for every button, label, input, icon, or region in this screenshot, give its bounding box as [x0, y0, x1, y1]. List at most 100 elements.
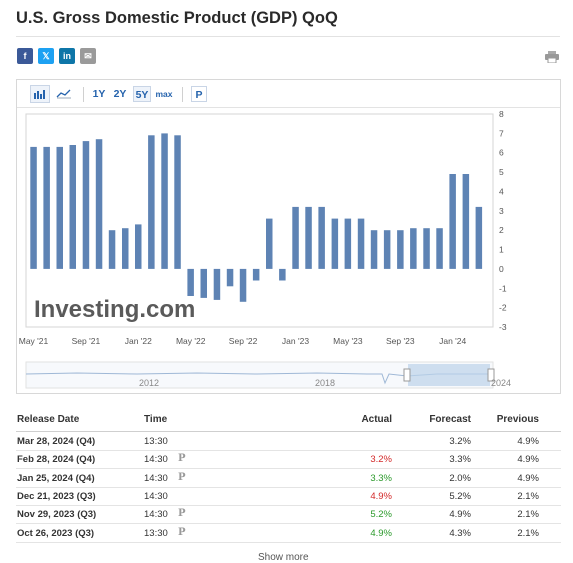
- gdp-bar[interactable]: [252, 268, 260, 281]
- show-more-link[interactable]: Show more: [258, 552, 309, 563]
- previous-cell: 4.9%: [517, 472, 539, 484]
- gdp-bar[interactable]: [30, 146, 37, 269]
- table-row: Dec 21, 2023 (Q3) 14:30 4.9% 5.2% 2.1%: [16, 487, 561, 506]
- time-cell: 14:30: [144, 454, 168, 466]
- table-header: Release Date Time Actual Forecast Previo…: [16, 411, 561, 432]
- gdp-bar[interactable]: [174, 135, 181, 269]
- gdp-bar[interactable]: [318, 206, 325, 269]
- gdp-bar[interactable]: [82, 141, 90, 269]
- previous-cell: 2.1%: [517, 509, 539, 521]
- x-tick-label: Jan '23: [282, 336, 309, 346]
- linkedin-share-button[interactable]: in: [59, 48, 75, 64]
- gdp-bar[interactable]: [239, 268, 247, 302]
- gdp-bar[interactable]: [410, 228, 417, 269]
- preliminary-release-icon[interactable]: P: [178, 453, 186, 465]
- x-tick-label: May '23: [333, 336, 363, 346]
- gdp-bar[interactable]: [200, 268, 208, 298]
- gdp-bar[interactable]: [370, 230, 378, 269]
- time-cell: 13:30: [144, 436, 168, 447]
- investing-watermark: Investing.com: [34, 296, 195, 323]
- y-tick-label: 8: [499, 109, 504, 119]
- gdp-bar[interactable]: [95, 139, 103, 269]
- range-max-button[interactable]: max: [155, 89, 173, 99]
- preliminary-release-icon[interactable]: P: [178, 526, 186, 538]
- printer-icon[interactable]: [545, 51, 559, 63]
- preliminary-release-icon[interactable]: P: [178, 471, 186, 483]
- email-share-button[interactable]: ✉: [80, 48, 96, 64]
- gdp-bar[interactable]: [331, 218, 339, 269]
- forecast-cell: 4.3%: [449, 527, 471, 539]
- x-tick-label: Jan '22: [125, 336, 152, 346]
- x-tick-label: Sep '22: [229, 336, 258, 346]
- x-tick-label: May '22: [176, 336, 206, 346]
- release-date-cell: Oct 26, 2023 (Q3): [17, 527, 95, 539]
- gdp-bar[interactable]: [213, 268, 221, 300]
- header-time: Time: [144, 414, 168, 425]
- navigator-label-2012: 2012: [139, 378, 159, 388]
- gdp-bar[interactable]: [436, 228, 443, 269]
- range-2y-button[interactable]: 2Y: [113, 88, 127, 100]
- time-cell: 14:30: [144, 472, 168, 484]
- preliminary-release-icon[interactable]: P: [178, 508, 186, 520]
- gdp-bar[interactable]: [226, 268, 234, 287]
- gdp-bar[interactable]: [357, 218, 365, 269]
- table-row: Mar 28, 2024 (Q4) 13:30 3.2% 4.9%: [16, 432, 561, 451]
- range-5y-button[interactable]: 5Y: [133, 86, 151, 102]
- table-row: Nov 29, 2023 (Q3) 14:30 P 5.2% 4.9% 2.1%: [16, 505, 561, 525]
- gdp-bar[interactable]: [187, 268, 194, 296]
- forecast-cell: 2.0%: [449, 472, 471, 484]
- gdp-bar[interactable]: [397, 230, 404, 269]
- gdp-bar[interactable]: [148, 135, 155, 269]
- time-cell: 14:30: [144, 509, 168, 521]
- page-title: U.S. Gross Domestic Product (GDP) QoQ: [16, 9, 338, 27]
- gdp-bar[interactable]: [43, 146, 50, 269]
- gdp-bar[interactable]: [279, 268, 286, 281]
- navigator-right-handle[interactable]: [487, 368, 495, 382]
- gdp-bar[interactable]: [69, 145, 77, 269]
- bar-chart-icon[interactable]: [30, 85, 50, 103]
- gdp-bar[interactable]: [135, 224, 142, 269]
- release-date-cell: Nov 29, 2023 (Q3): [17, 509, 97, 521]
- gdp-bar[interactable]: [122, 228, 129, 269]
- navigator-label-2024: 2024: [491, 378, 511, 388]
- gdp-bar[interactable]: [161, 133, 168, 269]
- navigator-selected-range[interactable]: [408, 364, 490, 386]
- x-tick-label: Sep '21: [72, 336, 101, 346]
- gdp-bar[interactable]: [475, 206, 483, 269]
- previous-cell: 4.9%: [517, 454, 539, 466]
- y-tick-label: 2: [499, 225, 504, 235]
- y-tick-label: -3: [499, 322, 507, 332]
- gdp-bar[interactable]: [108, 230, 116, 269]
- x-tick-label: Sep '23: [386, 336, 415, 346]
- gdp-bar[interactable]: [462, 174, 470, 269]
- previous-cell: 2.1%: [517, 527, 539, 539]
- y-tick-label: -1: [499, 283, 507, 293]
- table-row: Feb 28, 2024 (Q4) 14:30 P 3.2% 3.3% 4.9%: [16, 450, 561, 470]
- gdp-bar[interactable]: [305, 206, 312, 269]
- gdp-bar[interactable]: [56, 146, 64, 269]
- gdp-bar[interactable]: [266, 218, 273, 269]
- y-tick-label: 6: [499, 148, 504, 158]
- navigator[interactable]: 2012 2018 2024: [25, 361, 511, 389]
- gdp-bar[interactable]: [383, 230, 391, 269]
- chart-container: 1Y 2Y 5Y max P May '21 Sep '21 Jan '22 May …: [16, 79, 561, 394]
- twitter-share-button[interactable]: 𝕏: [38, 48, 54, 64]
- header-actual: Actual: [361, 414, 392, 425]
- facebook-share-button[interactable]: f: [17, 48, 33, 64]
- navigator-left-handle[interactable]: [403, 368, 411, 382]
- previous-cell: 4.9%: [517, 436, 539, 447]
- release-date-cell: Mar 28, 2024 (Q4): [17, 436, 96, 447]
- gdp-bar[interactable]: [449, 174, 456, 269]
- y-tick-label: 3: [499, 206, 504, 216]
- toolbar-separator: [83, 87, 84, 102]
- gdp-bar[interactable]: [292, 206, 299, 269]
- preliminary-toggle-button[interactable]: P: [191, 86, 207, 102]
- line-chart-icon[interactable]: [55, 85, 75, 103]
- divider: [16, 36, 560, 37]
- range-1y-button[interactable]: 1Y: [92, 88, 106, 100]
- plot-area-frame: [25, 113, 494, 328]
- gdp-bar[interactable]: [423, 228, 430, 269]
- actual-cell: 3.2%: [370, 454, 392, 466]
- release-date-cell: Jan 25, 2024 (Q4): [17, 472, 95, 484]
- gdp-bar[interactable]: [344, 218, 352, 269]
